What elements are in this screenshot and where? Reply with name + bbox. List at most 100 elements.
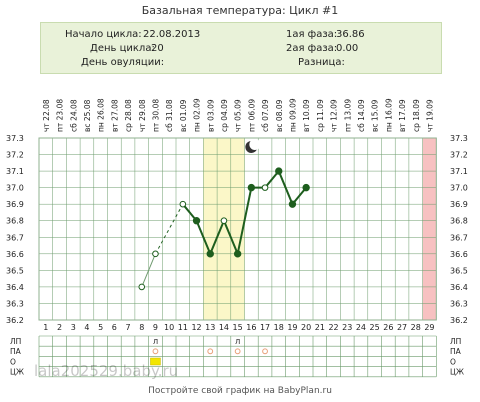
table-mark-dot: [234, 348, 241, 355]
x-day-label: 22: [328, 323, 338, 332]
x-date-label: пн 09.09: [288, 98, 297, 132]
x-date-label: чт 22.08: [42, 99, 51, 132]
y-tick-label-right: 37.2: [450, 151, 468, 160]
phase1-label: 1ая фаза:: [286, 29, 338, 40]
cycle-info-panel: Начало цикла: 22.08.2013 День цикла: 20 …: [40, 22, 442, 74]
x-day-label: 10: [164, 323, 174, 332]
y-tick-label-left: 36.5: [6, 266, 24, 275]
x-day-label: 6: [112, 323, 117, 332]
y-tick-label-right: 36.6: [450, 250, 468, 259]
table-row-label-right: О: [450, 357, 456, 366]
x-day-label: 26: [383, 323, 393, 332]
y-tick-label-left: 36.9: [6, 200, 24, 209]
x-day-label: 7: [126, 323, 131, 332]
table-mark-text: Л: [153, 338, 158, 346]
x-date-label: ср 28.08: [124, 99, 133, 132]
y-tick-label-right: 36.4: [450, 283, 468, 292]
x-day-label: 19: [287, 323, 297, 332]
x-date-label: пн 02.09: [193, 98, 202, 132]
ovulation-day-label: День овуляции:: [81, 57, 165, 68]
x-date-label: пн 16.09: [384, 98, 393, 132]
x-date-label: сб 07.09: [261, 99, 270, 132]
x-date-label: пн 26.08: [97, 98, 106, 132]
temperature-line-solid: [182, 169, 307, 258]
table-mark-dot: [152, 348, 159, 355]
temperature-point: [275, 167, 283, 175]
y-tick-label-right: 37.1: [450, 167, 468, 176]
x-date-label: чт 12.09: [330, 99, 339, 132]
x-date-label: пт 30.08: [151, 99, 160, 132]
x-day-label: 15: [233, 323, 243, 332]
cycle-start-label: Начало цикла:: [65, 29, 142, 40]
x-date-label: ср 11.09: [316, 99, 325, 132]
y-tick-label-right: 37.3: [450, 134, 468, 143]
phase2-label: 2ая фаза:: [286, 43, 338, 54]
x-day-label: 24: [356, 323, 366, 332]
temperature-point: [138, 283, 146, 291]
temperature-point: [206, 250, 214, 258]
x-day-label: 9: [153, 323, 158, 332]
temperature-point: [233, 250, 242, 258]
temperature-point: [302, 183, 310, 192]
table-row-label-right: ПА: [450, 347, 462, 356]
chart-title: Базальная температура: Цикл #1: [141, 4, 339, 17]
x-day-label: 16: [246, 323, 256, 332]
x-day-label: 17: [260, 323, 270, 332]
x-day-label: 4: [84, 323, 89, 332]
moon-icon-cutout: [249, 139, 261, 150]
table-row-label-right: ЛП: [450, 337, 461, 346]
x-day-label: 18: [274, 323, 284, 332]
plot-border: [38, 137, 437, 321]
x-day-label: 21: [315, 323, 325, 332]
x-date-label: чт 29.08: [138, 99, 147, 132]
menstruation-band: [422, 138, 437, 320]
ovulation-window-band: [230, 138, 245, 320]
temperature-point: [220, 217, 228, 225]
y-tick-label-left: 37.3: [6, 134, 24, 143]
x-date-label: сб 24.08: [69, 99, 78, 132]
difference-label: Разница:: [298, 57, 345, 68]
x-day-label: 13: [205, 323, 215, 332]
y-tick-label-right: 36.5: [450, 266, 468, 275]
temperature-point: [261, 184, 269, 191]
x-day-label: 1: [43, 323, 48, 332]
x-day-label: 8: [139, 323, 144, 332]
temperature-point: [192, 217, 201, 225]
y-tick-label-right: 36.2: [450, 316, 468, 325]
temperature-point: [247, 183, 256, 192]
y-tick-label-right: 36.7: [450, 233, 468, 242]
temperature-point: [152, 250, 159, 258]
x-date-label: пт 23.08: [56, 99, 65, 132]
table-row-label-left: ЛП: [10, 337, 21, 346]
x-date-label: чт 19.09: [425, 99, 434, 132]
cycle-day-label: День цикла:: [90, 43, 155, 54]
y-tick-label-left: 36.8: [6, 217, 24, 226]
x-date-label: вс 01.09: [179, 99, 188, 132]
x-date-label: вс 15.09: [371, 99, 380, 132]
y-tick-label-left: 37.1: [6, 167, 24, 176]
y-tick-label-right: 36.3: [450, 299, 468, 308]
x-day-label: 11: [178, 323, 188, 332]
x-date-label: вс 08.09: [275, 99, 284, 132]
table-row-label-left: ЦЖ: [10, 368, 24, 377]
x-date-label: ср 18.09: [412, 99, 421, 132]
table-row-label-left: ПА: [10, 347, 22, 356]
x-date-label: пт 13.09: [343, 99, 352, 132]
y-tick-label-left: 36.7: [6, 233, 24, 242]
x-day-label: 28: [411, 323, 421, 332]
temperature-line-faded: [141, 253, 156, 288]
x-day-label: 29: [424, 323, 434, 332]
x-day-label: 3: [71, 323, 76, 332]
table-mark-dot: [207, 348, 214, 355]
x-date-label: сб 14.09: [357, 99, 366, 132]
y-tick-label-left: 36.3: [6, 299, 24, 308]
ovulation-window-band: [217, 138, 231, 320]
table-mark-text: Л: [235, 338, 240, 346]
y-tick-label-left: 36.4: [6, 283, 24, 292]
ovulation-window-band: [203, 138, 218, 320]
x-day-label: 12: [191, 323, 201, 332]
y-tick-label-right: 36.8: [450, 217, 468, 226]
footer-link[interactable]: Постройте свой график на BabyPlan.ru: [148, 386, 332, 396]
temperature-line-dashed: [155, 203, 184, 255]
